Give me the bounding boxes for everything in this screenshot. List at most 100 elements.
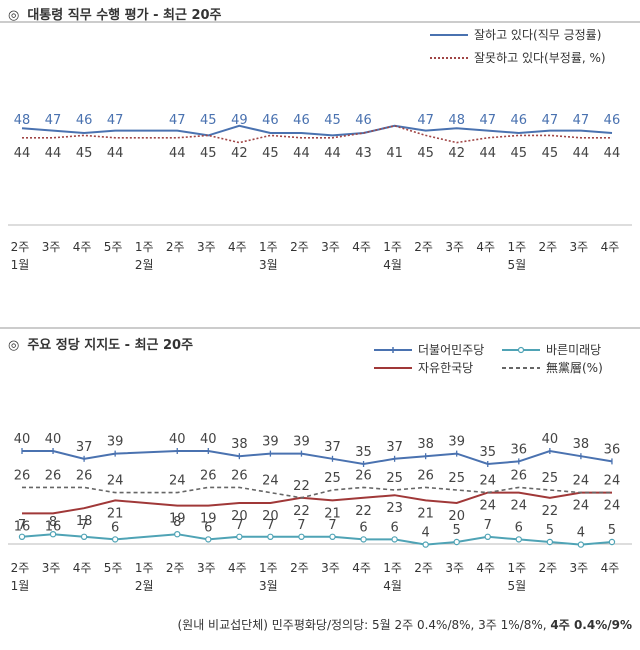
data-label: 6 [359,520,367,535]
data-label: 36 [511,442,528,457]
data-label: 24 [479,499,496,514]
x-tick-label: 4주 [601,240,620,254]
x-tick-label: 4주 [228,561,247,575]
data-label: 22 [293,479,310,494]
x-month-label: 3월 [259,258,278,272]
data-label: 45 [262,146,279,161]
data-label: 18 [76,514,93,529]
data-label: 7 [18,518,26,533]
data-point [205,536,212,543]
x-tick-label: 3주 [197,240,216,254]
data-label: 46 [355,113,372,128]
data-point [111,536,119,543]
data-label: 38 [573,437,590,452]
data-label: 25 [324,471,341,486]
x-month-label: 3월 [259,579,278,593]
data-point [422,541,429,548]
data-label: 44 [45,146,62,161]
data-label: 26 [76,468,93,483]
data-label: 45 [200,113,217,128]
legend-label: 잘못하고 있다(부정률, %) [474,51,606,65]
legend-label: 바른미래당 [546,343,601,357]
data-label: 19 [200,512,217,527]
data-label: 24 [107,474,124,489]
x-tick-label: 1주 [259,561,278,575]
data-label: 26 [45,468,62,483]
x-tick-label: 4주 [73,240,92,254]
data-label: 6 [515,520,523,535]
data-label: 8 [49,515,57,530]
data-label: 39 [293,435,310,450]
data-label: 35 [355,445,372,460]
data-point [453,538,460,546]
series-line [22,124,612,144]
data-label: 49 [231,113,248,128]
data-point [267,533,274,540]
series-line [21,124,613,137]
x-tick-label: 1주 [383,561,402,575]
data-label: 39 [107,435,124,450]
data-label: 6 [390,520,398,535]
data-point [18,533,26,540]
data-label: 45 [511,146,528,161]
data-label: 41 [386,146,403,161]
data-label: 48 [14,113,31,128]
x-tick-label: 2주 [290,561,309,575]
x-tick-label: 1주 [259,240,278,254]
data-label: 24 [604,499,621,514]
x-month-label: 5월 [507,258,526,272]
data-point [49,530,57,538]
x-month-label: 2월 [135,579,154,593]
x-tick-label: 3주 [321,561,340,575]
data-label: 40 [45,432,62,447]
data-label: 42 [448,146,465,161]
data-label: 39 [262,435,279,450]
data-label: 47 [417,113,434,128]
approval-line-chart: 잘하고 있다(직무 긍정률) 잘못하고 있다(부정률, %) 48 47 46 47 47 4… [0,21,640,272]
x-month-label: 4월 [383,579,402,593]
data-label: 5 [608,523,616,538]
approval-title-text: 대통령 직무 수행 평가 - 최근 20주 [27,8,222,23]
footer-text: (원내 비교섭단체) 민주평화당/정의당: 5월 2주 0.4%/8%, 3주 … [177,618,551,632]
data-label: 44 [293,146,310,161]
x-tick-label: 3주 [42,240,61,254]
x-tick-label: 1주 [383,240,402,254]
data-label: 48 [448,113,465,128]
data-label: 37 [386,440,403,455]
data-point [236,533,243,540]
data-point [608,538,616,546]
data-label: 6 [111,520,119,535]
data-label: 40 [542,432,559,447]
x-month-label: 1월 [11,579,30,593]
data-label: 47 [169,113,186,128]
data-label: 46 [76,113,93,128]
bullet-icon: ◎ [8,8,20,23]
data-label: 45 [542,146,559,161]
data-label: 24 [604,474,621,489]
data-label: 47 [107,113,124,128]
data-label: 21 [107,506,124,521]
x-tick-label: 3주 [42,561,61,575]
x-tick-label: 2주 [166,240,185,254]
party-title-text: 주요 정당 지지도 - 최근 20주 [27,338,194,353]
data-label: 4 [577,526,585,541]
data-label: 24 [573,474,590,489]
x-tick-label: 4주 [352,561,371,575]
data-label: 38 [417,437,434,452]
data-label: 44 [324,146,341,161]
x-tick-label: 3주 [197,561,216,575]
data-point [360,536,367,543]
data-label: 46 [511,113,528,128]
data-point [515,536,523,543]
legend-label: 잘하고 있다(직무 긍정률) [474,28,601,42]
data-label: 45 [76,146,93,161]
data-label: 19 [169,512,186,527]
data-point [577,541,585,548]
data-label: 23 [386,501,403,516]
party-chart-panel: ◎ 주요 정당 지지도 - 최근 20주 더불어민주당 바른미래당 자유한국당 無黨層(… [0,320,640,615]
x-month-label: 4월 [383,258,402,272]
data-label: 20 [262,509,279,524]
bullet-icon: ◎ [8,338,20,353]
data-label: 24 [262,474,279,489]
data-label: 39 [448,435,465,450]
